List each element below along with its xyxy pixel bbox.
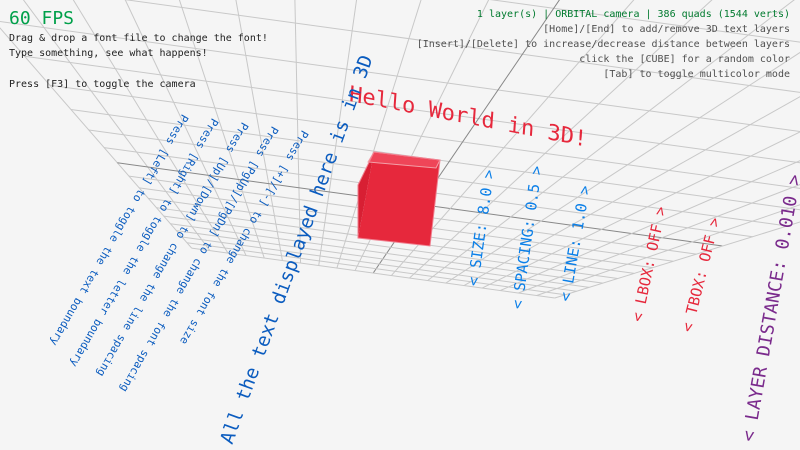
grid-line	[536, 204, 800, 296]
grid-line	[500, 160, 800, 291]
help-multicolor: [Tab] to toggle multicolor mode	[603, 69, 790, 80]
help-type: Type something, see what happens!	[9, 48, 208, 59]
grid-line	[191, 247, 555, 299]
grid-line	[463, 96, 800, 286]
grid-line	[409, 0, 713, 279]
help-drag-drop: Drag & drop a font file to change the fo…	[9, 33, 268, 44]
status-line: 1 layer(s) | ORBITAL camera | 386 quads …	[476, 9, 790, 20]
fps-counter: 60 FPS	[9, 8, 75, 29]
grid-line	[554, 221, 800, 299]
grid-line	[181, 236, 577, 292]
help-layers: [Home]/[End] to add/remove 3D text layer…	[543, 24, 790, 35]
grid-line	[390, 0, 635, 276]
grid-line	[445, 51, 800, 284]
grid-line	[186, 242, 566, 296]
grid-line	[176, 230, 590, 288]
grid-line	[427, 0, 795, 281]
cube[interactable]	[357, 151, 441, 247]
grid-line	[170, 223, 603, 284]
grid-line	[481, 131, 800, 289]
help-distance: [Insert]/[Delete] to increase/decrease d…	[416, 39, 790, 50]
grid-line	[518, 184, 800, 294]
grid-line	[163, 215, 618, 279]
help-cube: click the [CUBE] for a random color	[579, 54, 790, 65]
help-camera: Press [F3] to toggle the camera	[9, 79, 196, 90]
